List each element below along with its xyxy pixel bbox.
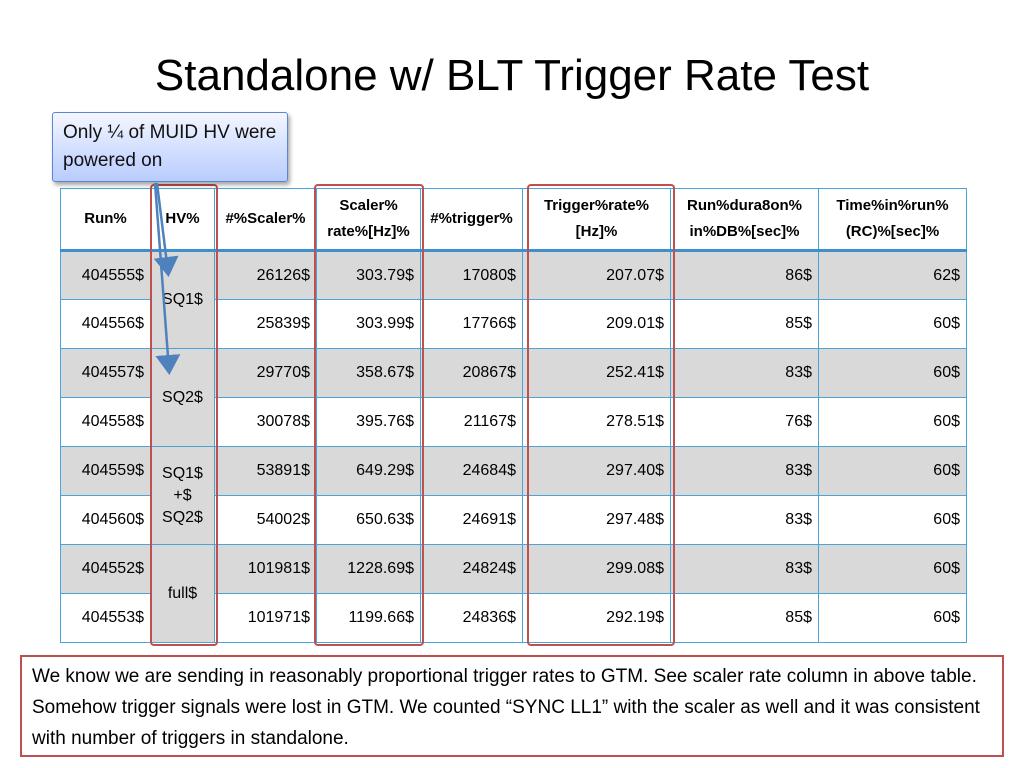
cell-scaler: 101971$ <box>214 593 317 643</box>
cell-run-duration: 85$ <box>670 593 819 643</box>
table-header-row: Run% HV% #%Scaler% Scaler% rate%[Hz]% #%… <box>60 188 967 252</box>
cell-time-in-run: 62$ <box>818 250 967 300</box>
header-scaler-rate: Scaler% rate%[Hz]% <box>316 188 421 252</box>
cell-run-duration: 83$ <box>670 348 819 398</box>
cell-trigger-rate: 278.51$ <box>522 397 671 447</box>
cell-trigger-rate: 292.19$ <box>522 593 671 643</box>
header-run-duration: Run%dura8on% in%DB%[sec]% <box>670 188 819 252</box>
table-row: 404553$ 101971$ 1199.66$ 24836$ 292.19$ … <box>60 593 967 643</box>
cell-trigger: 24684$ <box>420 446 523 496</box>
cell-hv-group: SQ1$ +$ SQ2$ <box>150 446 215 545</box>
cell-scaler-rate: 358.67$ <box>316 348 421 398</box>
header-run: Run% <box>60 188 151 252</box>
cell-trigger-rate: 207.07$ <box>522 250 671 300</box>
cell-trigger: 24691$ <box>420 495 523 545</box>
cell-trigger-rate: 252.41$ <box>522 348 671 398</box>
cell-time-in-run: 60$ <box>818 446 967 496</box>
cell-time-in-run: 60$ <box>818 593 967 643</box>
data-table: Run% HV% #%Scaler% Scaler% rate%[Hz]% #%… <box>60 188 967 643</box>
table-row: 404555$ SQ1$ 26126$ 303.79$ 17080$ 207.0… <box>60 250 967 349</box>
cell-run: 404556$ <box>60 299 151 349</box>
cell-scaler-rate: 649.29$ <box>316 446 421 496</box>
conclusion-note: We know we are sending in reasonably pro… <box>20 655 1004 757</box>
table-row: 404552$ full$ 101981$ 1228.69$ 24824$ 29… <box>60 544 967 643</box>
cell-trigger: 24836$ <box>420 593 523 643</box>
header-trigger-rate: Trigger%rate% [Hz]% <box>522 188 671 252</box>
cell-scaler-rate: 650.63$ <box>316 495 421 545</box>
cell-run-duration: 83$ <box>670 495 819 545</box>
cell-scaler-rate: 1228.69$ <box>316 544 421 594</box>
cell-scaler: 53891$ <box>214 446 317 496</box>
header-time-in-run: Time%in%run% (RC)%[sec]% <box>818 188 967 252</box>
table-row: 404557$ SQ2$ 29770$ 358.67$ 20867$ 252.4… <box>60 348 967 447</box>
header-scaler: #%Scaler% <box>214 188 317 252</box>
cell-time-in-run: 60$ <box>818 397 967 447</box>
cell-scaler-rate: 1199.66$ <box>316 593 421 643</box>
table-row: 404559$ SQ1$ +$ SQ2$ 53891$ 649.29$ 2468… <box>60 446 967 545</box>
cell-hv-group: full$ <box>150 544 215 643</box>
cell-run: 404558$ <box>60 397 151 447</box>
cell-trigger-rate: 299.08$ <box>522 544 671 594</box>
cell-run: 404557$ <box>60 348 151 398</box>
cell-time-in-run: 60$ <box>818 348 967 398</box>
cell-run-duration: 83$ <box>670 446 819 496</box>
cell-trigger-rate: 209.01$ <box>522 299 671 349</box>
cell-run: 404560$ <box>60 495 151 545</box>
table-row: 404556$ 25839$ 303.99$ 17766$ 209.01$ 85… <box>60 299 967 349</box>
header-hv: HV% <box>150 188 215 252</box>
cell-time-in-run: 60$ <box>818 495 967 545</box>
cell-scaler: 26126$ <box>214 250 317 300</box>
cell-run-duration: 76$ <box>670 397 819 447</box>
cell-scaler: 30078$ <box>214 397 317 447</box>
cell-trigger: 21167$ <box>420 397 523 447</box>
callout-note: Only ¼ of MUID HV were powered on <box>52 112 288 182</box>
cell-scaler: 101981$ <box>214 544 317 594</box>
cell-scaler-rate: 303.79$ <box>316 250 421 300</box>
cell-trigger: 17766$ <box>420 299 523 349</box>
cell-scaler-rate: 303.99$ <box>316 299 421 349</box>
cell-run-duration: 85$ <box>670 299 819 349</box>
table-row: 404560$ 54002$ 650.63$ 24691$ 297.48$ 83… <box>60 495 967 545</box>
cell-trigger: 20867$ <box>420 348 523 398</box>
cell-scaler: 29770$ <box>214 348 317 398</box>
cell-hv-group: SQ2$ <box>150 348 215 447</box>
slide-title: Standalone w/ BLT Trigger Rate Test <box>154 51 870 100</box>
cell-trigger-rate: 297.40$ <box>522 446 671 496</box>
cell-scaler: 54002$ <box>214 495 317 545</box>
cell-run-duration: 83$ <box>670 544 819 594</box>
header-trigger: #%trigger% <box>420 188 523 252</box>
cell-time-in-run: 60$ <box>818 544 967 594</box>
cell-trigger: 17080$ <box>420 250 523 300</box>
cell-scaler-rate: 395.76$ <box>316 397 421 447</box>
cell-time-in-run: 60$ <box>818 299 967 349</box>
cell-trigger-rate: 297.48$ <box>522 495 671 545</box>
cell-trigger: 24824$ <box>420 544 523 594</box>
cell-run: 404559$ <box>60 446 151 496</box>
cell-run: 404553$ <box>60 593 151 643</box>
cell-run: 404552$ <box>60 544 151 594</box>
table-row: 404558$ 30078$ 395.76$ 21167$ 278.51$ 76… <box>60 397 967 447</box>
cell-run: 404555$ <box>60 250 151 300</box>
cell-hv-group: SQ1$ <box>150 250 215 349</box>
cell-scaler: 25839$ <box>214 299 317 349</box>
cell-run-duration: 86$ <box>670 250 819 300</box>
